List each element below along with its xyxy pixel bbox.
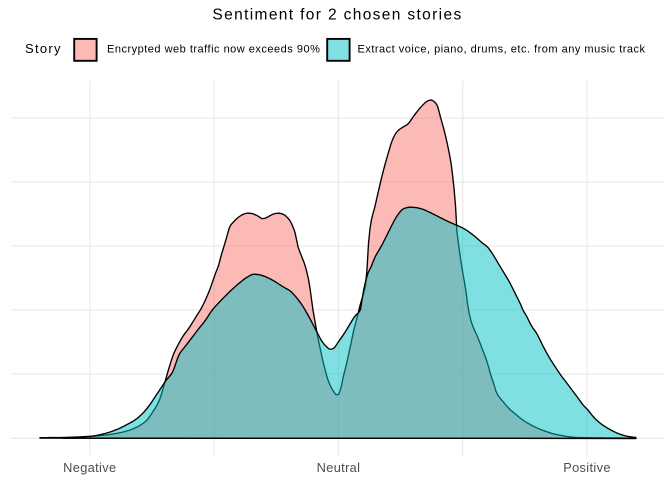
- svg-text:Negative: Negative: [63, 460, 116, 475]
- svg-text:Story: Story: [25, 41, 62, 56]
- svg-text:Neutral: Neutral: [317, 460, 361, 475]
- svg-text:Positive: Positive: [563, 460, 611, 475]
- svg-text:Extract voice, piano, drums, e: Extract voice, piano, drums, etc. from a…: [358, 44, 646, 56]
- svg-text:Sentiment for 2 chosen stories: Sentiment for 2 chosen stories: [212, 7, 462, 24]
- svg-text:Encrypted web traffic now exce: Encrypted web traffic now exceeds 90%: [107, 44, 320, 56]
